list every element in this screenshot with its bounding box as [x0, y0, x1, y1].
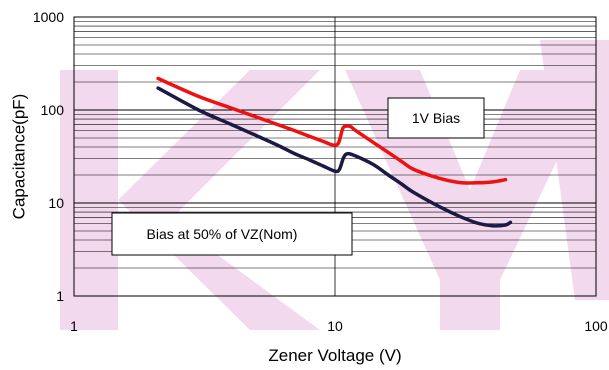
- x-tick-label: 1: [70, 318, 78, 334]
- annotation-1v-bias-box: [387, 97, 485, 139]
- x-tick-labels: 1 10 100: [70, 318, 608, 334]
- series-line-1v-bias: [156, 76, 508, 185]
- x-axis-title: Zener Voltage (V): [268, 346, 401, 365]
- watermark: [60, 40, 609, 330]
- watermark-shape: [540, 40, 609, 300]
- annotations: 1V Bias Bias at 50% of VZ(Nom): [111, 97, 485, 256]
- y-axis-title: Capacitance(pF): [9, 94, 28, 220]
- x-tick-label: 100: [584, 318, 608, 334]
- series-group: [156, 76, 513, 228]
- annotation-50pct-bias: Bias at 50% of VZ(Nom): [147, 226, 298, 242]
- plot-frame: [73, 16, 597, 297]
- watermark-shape: [118, 70, 320, 330]
- series-line-50pct-bias: [156, 86, 513, 228]
- watermark-shape: [60, 70, 118, 330]
- y-tick-label: 1: [56, 288, 64, 304]
- y-tick-label: 10: [48, 195, 64, 211]
- annotation-1v-bias: 1V Bias: [412, 110, 460, 126]
- y-tick-label: 1000: [33, 9, 64, 25]
- grid: [74, 17, 596, 296]
- annotation-50pct-bias-box: [111, 212, 353, 256]
- y-tick-labels: 1 10 100 1000: [33, 9, 64, 304]
- y-tick-label: 100: [41, 102, 65, 118]
- x-tick-label: 10: [327, 318, 343, 334]
